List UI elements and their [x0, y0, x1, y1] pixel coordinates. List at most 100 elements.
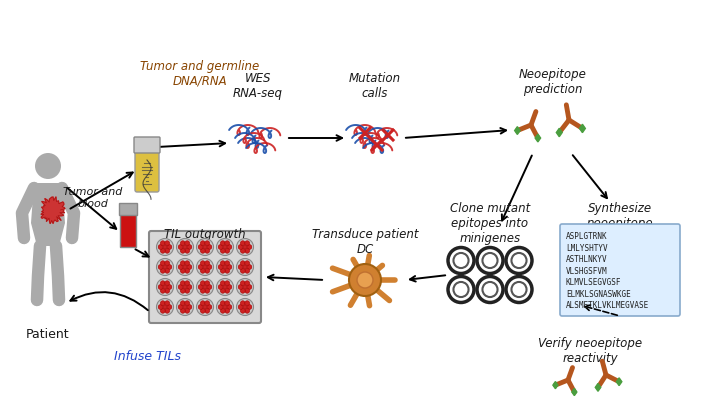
Circle shape	[225, 241, 230, 245]
Text: Neoepitope
prediction: Neoepitope prediction	[519, 68, 587, 96]
Circle shape	[165, 289, 169, 293]
Circle shape	[218, 285, 223, 289]
Text: Verify neoepitope
reactivity: Verify neoepitope reactivity	[538, 337, 642, 365]
Circle shape	[165, 308, 169, 313]
Circle shape	[165, 301, 169, 305]
Circle shape	[240, 241, 245, 245]
Circle shape	[217, 279, 233, 296]
Circle shape	[245, 281, 250, 286]
Circle shape	[198, 285, 203, 289]
Circle shape	[218, 265, 223, 269]
Circle shape	[157, 298, 174, 316]
Circle shape	[181, 248, 185, 253]
Circle shape	[225, 281, 230, 286]
Circle shape	[160, 308, 165, 313]
Circle shape	[165, 281, 169, 286]
Circle shape	[183, 245, 187, 249]
Circle shape	[167, 265, 172, 269]
Circle shape	[448, 277, 474, 302]
Circle shape	[357, 272, 373, 288]
Circle shape	[185, 248, 190, 253]
Text: Clone mutant
epitopes into
minigenes: Clone mutant epitopes into minigenes	[450, 202, 530, 245]
Polygon shape	[556, 128, 562, 137]
Circle shape	[178, 265, 183, 269]
Circle shape	[223, 305, 227, 309]
Circle shape	[243, 265, 247, 269]
Circle shape	[238, 245, 243, 249]
Circle shape	[205, 261, 209, 266]
Text: LMLYSHTYV: LMLYSHTYV	[566, 243, 607, 252]
Circle shape	[205, 248, 209, 253]
Circle shape	[225, 308, 230, 313]
Circle shape	[181, 241, 185, 245]
Text: ASTHLNKYV: ASTHLNKYV	[566, 255, 607, 264]
Circle shape	[221, 289, 225, 293]
Circle shape	[160, 268, 165, 273]
Circle shape	[200, 289, 205, 293]
Circle shape	[221, 268, 225, 273]
Circle shape	[178, 245, 183, 249]
Bar	[119, 203, 137, 215]
Polygon shape	[572, 388, 577, 396]
Circle shape	[205, 289, 209, 293]
Circle shape	[218, 245, 223, 249]
Circle shape	[198, 265, 203, 269]
Circle shape	[240, 281, 245, 286]
Circle shape	[185, 268, 190, 273]
Circle shape	[200, 241, 205, 245]
Circle shape	[221, 301, 225, 305]
Text: TIL outgrowth: TIL outgrowth	[165, 228, 246, 241]
Circle shape	[158, 245, 163, 249]
Circle shape	[185, 261, 190, 266]
Circle shape	[158, 305, 163, 309]
Circle shape	[453, 253, 468, 268]
Circle shape	[197, 279, 214, 296]
Text: ALSMETKLVKLMEGVASE: ALSMETKLVKLMEGVASE	[566, 301, 650, 310]
Circle shape	[203, 245, 207, 249]
Text: Patient: Patient	[26, 328, 70, 341]
Circle shape	[203, 265, 207, 269]
Circle shape	[243, 285, 247, 289]
Circle shape	[221, 308, 225, 313]
Circle shape	[477, 247, 503, 273]
Circle shape	[160, 261, 165, 266]
Text: ELMKLSGNASWKGE: ELMKLSGNASWKGE	[566, 289, 631, 298]
Circle shape	[187, 265, 192, 269]
Circle shape	[165, 261, 169, 266]
Circle shape	[165, 268, 169, 273]
Circle shape	[185, 289, 190, 293]
Circle shape	[227, 245, 232, 249]
Circle shape	[205, 268, 209, 273]
Circle shape	[225, 261, 230, 266]
Circle shape	[512, 282, 527, 297]
Circle shape	[506, 247, 532, 273]
Circle shape	[223, 245, 227, 249]
Circle shape	[349, 264, 381, 296]
Circle shape	[181, 289, 185, 293]
Circle shape	[181, 281, 185, 286]
Circle shape	[197, 259, 214, 275]
Circle shape	[217, 298, 233, 316]
Circle shape	[203, 285, 207, 289]
Circle shape	[223, 285, 227, 289]
Text: Mutation
calls: Mutation calls	[349, 72, 401, 100]
Polygon shape	[595, 383, 601, 391]
Circle shape	[221, 261, 225, 266]
Circle shape	[205, 308, 209, 313]
Circle shape	[236, 238, 254, 256]
Circle shape	[160, 248, 165, 253]
Circle shape	[243, 305, 247, 309]
Circle shape	[160, 301, 165, 305]
Circle shape	[176, 238, 193, 256]
Text: WES
RNA-seq: WES RNA-seq	[233, 72, 283, 100]
Text: ASPLGTRNK: ASPLGTRNK	[566, 232, 607, 241]
Circle shape	[247, 245, 252, 249]
Circle shape	[247, 265, 252, 269]
Circle shape	[236, 298, 254, 316]
Circle shape	[163, 265, 167, 269]
Polygon shape	[515, 127, 520, 134]
Circle shape	[178, 305, 183, 309]
Circle shape	[167, 305, 172, 309]
Circle shape	[227, 305, 232, 309]
Circle shape	[207, 305, 212, 309]
